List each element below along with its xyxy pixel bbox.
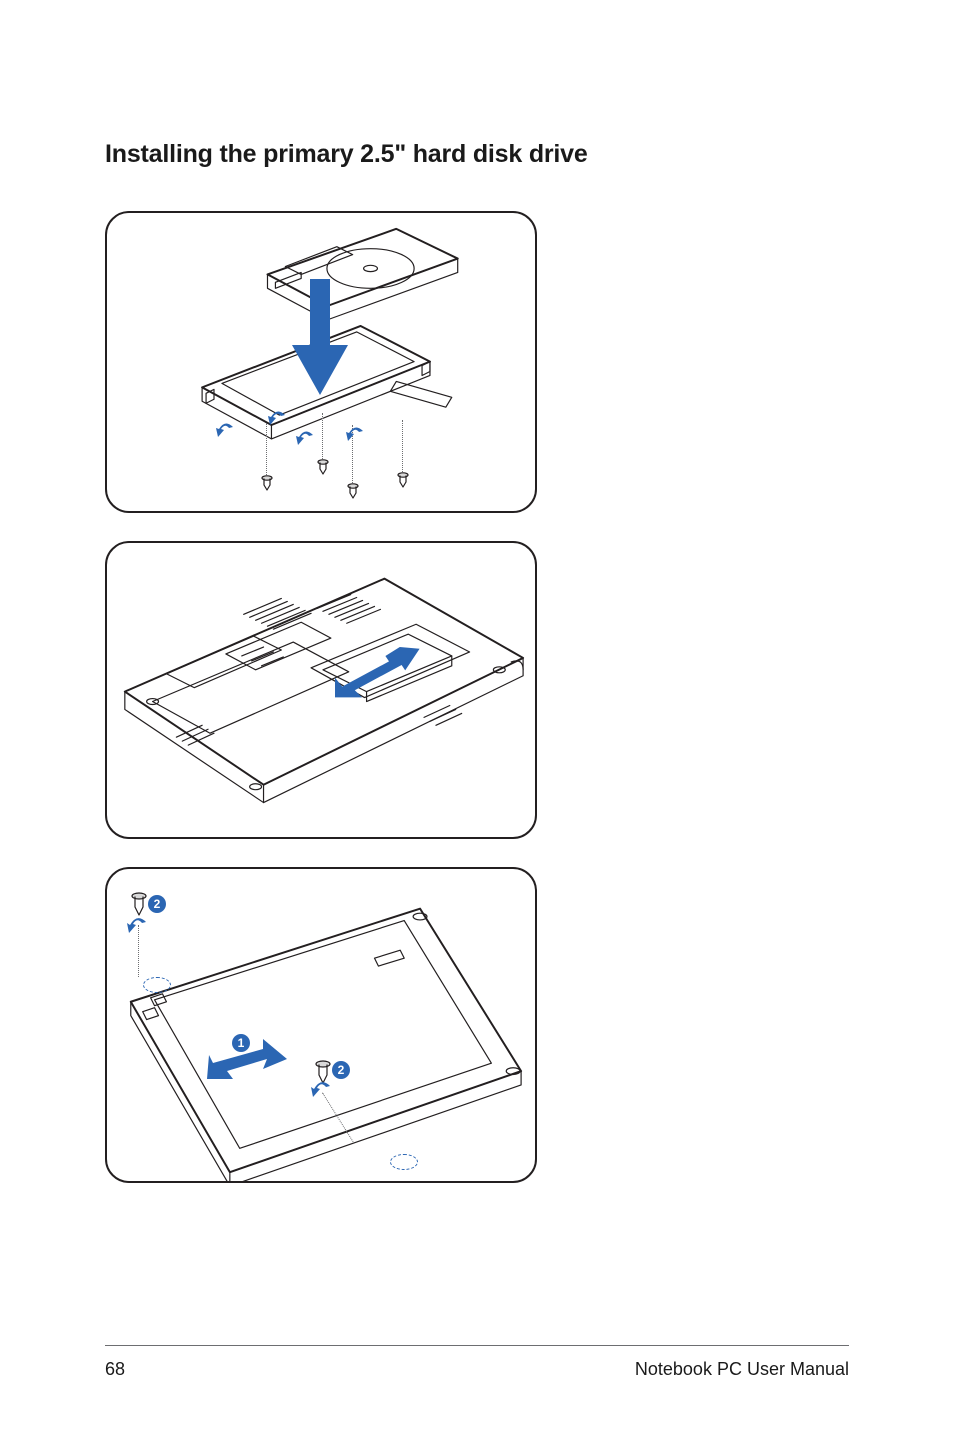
page-number: 68 [105,1359,125,1380]
figure-hdd-into-caddy [105,211,537,513]
screw-icon [261,475,273,491]
footer-rule [105,1345,849,1346]
manual-title: Notebook PC User Manual [635,1359,849,1380]
step-badge-2: 2 [332,1061,350,1079]
guide-dots [402,420,405,472]
step-badge-2: 2 [148,895,166,913]
fig2-lineart [107,543,535,838]
figure-insert-caddy-into-laptop [105,541,537,839]
screw-icon [347,483,359,499]
twist-arrow-icon [295,429,315,459]
screw-icon [397,472,409,488]
screw-hole-target [390,1154,418,1170]
fig1-down-arrow [290,279,350,397]
twist-arrow-icon [267,409,287,439]
arrow-down-icon [290,279,350,397]
arrow-diagonal-icon [335,647,431,703]
fig2-insert-arrow [335,647,431,703]
twist-arrow-icon [126,915,148,945]
manual-page: Installing the primary 2.5" hard disk dr… [0,0,954,1438]
figure-stack: 1 2 2 [105,211,849,1183]
page-footer: 68 Notebook PC User Manual [105,1359,849,1380]
twist-arrow-icon [215,421,235,451]
screw-hole-target [143,977,171,993]
screw-icon [317,459,329,475]
fig3-lineart [107,869,535,1182]
section-title: Installing the primary 2.5" hard disk dr… [105,140,849,169]
twist-arrow-icon [345,425,365,455]
step-badge-1: 1 [232,1034,250,1052]
guide-dots [138,925,141,977]
figure-reattach-cover: 1 2 2 [105,867,537,1183]
guide-dots [322,413,325,459]
